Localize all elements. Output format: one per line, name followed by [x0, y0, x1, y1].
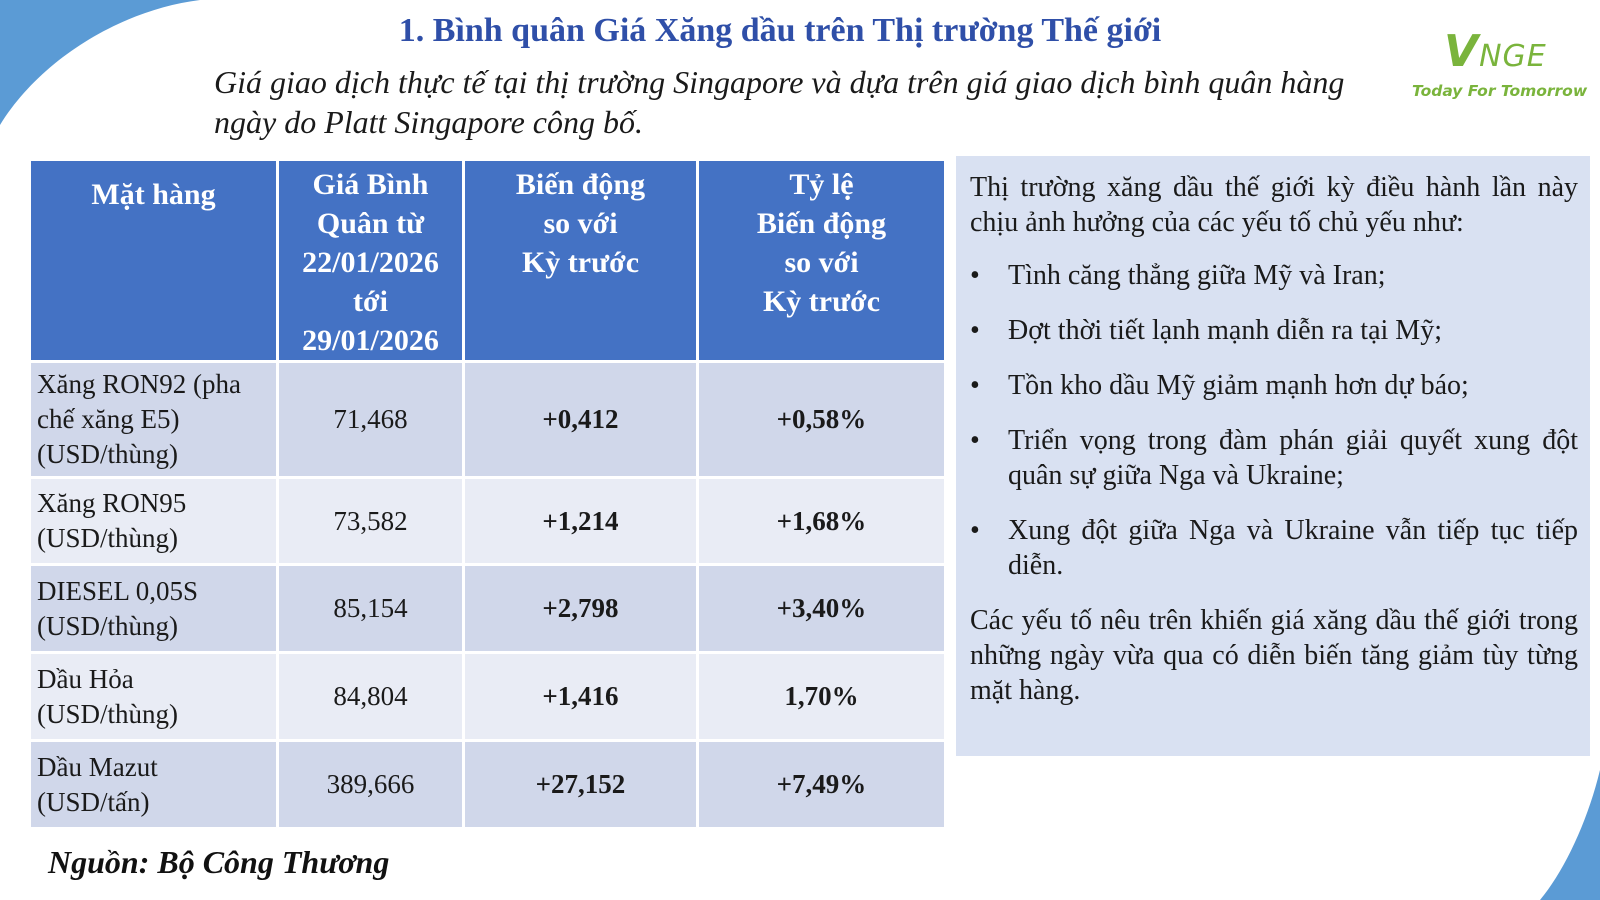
table-row: Dầu Hỏa (USD/thùng) 84,804 +1,416 1,70%: [28, 651, 947, 742]
market-commentary-panel: Thị trường xăng dầu thế giới kỳ điều hàn…: [956, 156, 1590, 756]
header-change: Biến động so với Kỳ trước: [462, 158, 699, 363]
row-average-price: 85,154: [276, 563, 465, 654]
header-average-price: Giá Bình Quân từ 22/01/2026 tới 29/01/20…: [276, 158, 465, 363]
row-change: +27,152: [462, 739, 699, 830]
table-row: DIESEL 0,05S (USD/thùng) 85,154 +2,798 +…: [28, 563, 947, 654]
factor-list: • Tình căng thẳng giữa Mỹ và Iran; • Đợt t…: [970, 258, 1578, 583]
row-change: +1,214: [462, 476, 699, 566]
table-row: Dầu Mazut (USD/tấn) 389,666 +27,152 +7,4…: [28, 739, 947, 830]
list-item: • Tồn kho dầu Mỹ giảm mạnh hơn dự báo;: [970, 370, 1469, 401]
bullet-icon: •: [970, 370, 980, 401]
row-change-rate: +1,68%: [696, 476, 947, 566]
row-change-rate: +3,40%: [696, 563, 947, 654]
table-row: Xăng RON92 (pha chế xăng E5) (USD/thùng)…: [28, 360, 947, 479]
logo-tagline: Today For Tomorrow: [1412, 82, 1588, 100]
row-item-name: Dầu Mazut (USD/tấn): [28, 739, 279, 830]
bullet-icon: •: [970, 315, 980, 346]
row-item-name: Xăng RON95 (USD/thùng): [28, 476, 279, 566]
header-change-rate: Tỷ lệ Biến động so với Kỳ trước: [696, 158, 947, 363]
row-item-name: Dầu Hỏa (USD/thùng): [28, 651, 279, 742]
list-item: • Triển vọng trong đàm phán giải quyết xu…: [970, 425, 1578, 491]
row-item-name: DIESEL 0,05S (USD/thùng): [28, 563, 279, 654]
row-average-price: 73,582: [276, 476, 465, 566]
bullet-icon: •: [970, 425, 980, 456]
row-average-price: 71,468: [276, 360, 465, 479]
row-change: +1,416: [462, 651, 699, 742]
page-title: 1. Bình quân Giá Xăng dầu trên Thị trườn…: [398, 12, 1162, 49]
list-item: • Đợt thời tiết lạnh mạnh diễn ra tại Mỹ;: [970, 315, 1442, 346]
row-average-price: 389,666: [276, 739, 465, 830]
row-change: +2,798: [462, 563, 699, 654]
row-average-price: 84,804: [276, 651, 465, 742]
row-change-rate: +7,49%: [696, 739, 947, 830]
row-change: +0,412: [462, 360, 699, 479]
row-item-name: Xăng RON92 (pha chế xăng E5) (USD/thùng): [28, 360, 279, 479]
table-header-row: Mặt hàng Giá Bình Quân từ 22/01/2026 tới…: [28, 158, 947, 363]
panel-conclusion: Các yếu tố nêu trên khiến giá xăng dầu t…: [970, 605, 1578, 706]
page-subtitle: Giá giao dịch thực tế tại thị trường Sin…: [214, 64, 1345, 140]
table-row: Xăng RON95 (USD/thùng) 73,582 +1,214 +1,…: [28, 476, 947, 566]
bullet-icon: •: [970, 515, 980, 546]
list-item: • Tình căng thẳng giữa Mỹ và Iran;: [970, 260, 1386, 291]
corner-decoration-top-left: [0, 0, 200, 125]
list-item: • Xung đột giữa Nga và Ukraine vẫn tiếp t…: [970, 515, 1578, 581]
source-note: Nguồn: Bộ Công Thương: [48, 844, 390, 880]
bullet-icon: •: [970, 260, 980, 291]
header-item: Mặt hàng: [28, 158, 279, 363]
panel-intro: Thị trường xăng dầu thế giới kỳ điều hàn…: [970, 172, 1578, 238]
price-table: Mặt hàng Giá Bình Quân từ 22/01/2026 tới…: [28, 158, 947, 830]
vnge-logo: VNGE Today For Tomorrow: [1400, 16, 1590, 106]
row-change-rate: 1,70%: [696, 651, 947, 742]
logo-mark: VNGE: [1444, 26, 1547, 77]
corner-decoration-bottom-right: [1540, 770, 1600, 900]
row-change-rate: +0,58%: [696, 360, 947, 479]
